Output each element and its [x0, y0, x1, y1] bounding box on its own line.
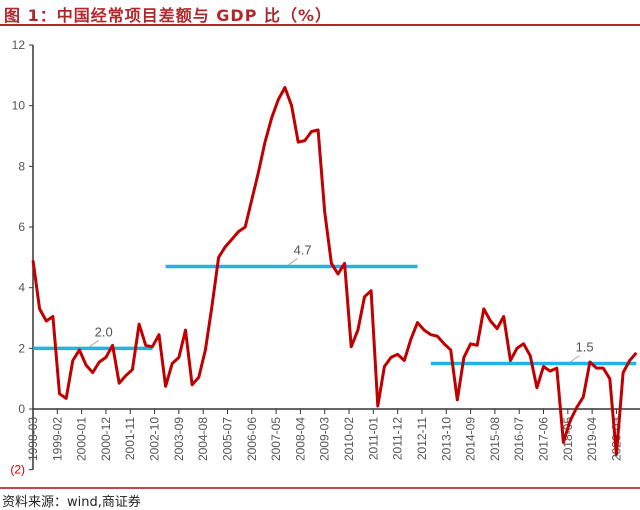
x-tick-label: 2017-06 [537, 417, 551, 461]
y-tick-label: 8 [18, 159, 25, 173]
label-leader [569, 355, 580, 363]
x-tick-label: 1998-03 [26, 417, 40, 461]
label-leader [287, 258, 298, 266]
x-tick-label: 2001-11 [123, 417, 137, 460]
average-label: 1.5 [576, 340, 594, 355]
x-tick-label: 2006-06 [245, 417, 259, 461]
footer-divider [0, 487, 640, 489]
x-tick-label: 1999-02 [50, 417, 64, 461]
x-tick-label: 2011-01 [366, 417, 380, 460]
chart-title: 图 1：中国经常项目差额与 GDP 比（%） [4, 6, 333, 25]
x-tick-label: 2003-09 [172, 417, 186, 461]
x-tick-label: 2016-07 [512, 417, 526, 461]
y-tick-label: 6 [18, 220, 25, 234]
x-tick-label: 2015-08 [488, 417, 502, 461]
y-tick-label: 4 [18, 281, 25, 295]
x-tick-label: 2019-04 [585, 417, 599, 461]
x-tick-label: 2014-09 [464, 417, 478, 461]
x-tick-label: 2012-11 [415, 417, 429, 460]
x-tick-label: 2005-07 [220, 417, 234, 461]
title-divider [0, 24, 640, 26]
x-tick-label: 2000-12 [99, 417, 113, 461]
average-label: 4.7 [294, 242, 312, 257]
x-tick-label: 2004-08 [196, 417, 210, 461]
line-chart: (2) 0 2 4 6 8 10 12 1998-03 1999-02 2000-01 2000-12… [10, 38, 640, 477]
x-tick-label: 2009-03 [318, 417, 332, 461]
y-tick-label: 2 [18, 341, 25, 355]
x-tick-label: 2007-05 [269, 417, 283, 461]
x-tick-label: 2000-01 [75, 417, 89, 461]
source-note: 资料来源：wind,商证券 [2, 495, 141, 510]
average-label: 2.0 [95, 324, 113, 339]
y-tick-label: 0 [18, 402, 25, 416]
label-leader [88, 339, 99, 348]
x-tick-label: 2018-05 [561, 417, 575, 461]
x-tick-label: 2008-04 [293, 417, 307, 461]
y-tick-label: 12 [12, 38, 26, 52]
x-tick-label: 2010-02 [342, 417, 356, 461]
y-tick-label: 10 [12, 99, 26, 113]
x-tick-label: 2011-12 [391, 417, 405, 460]
y-tick-label: (2) [10, 463, 25, 477]
x-tick-label: 2013-10 [439, 417, 453, 461]
current-account-gdp-line [31, 86, 638, 456]
x-tick-label: 2002-10 [148, 417, 162, 461]
